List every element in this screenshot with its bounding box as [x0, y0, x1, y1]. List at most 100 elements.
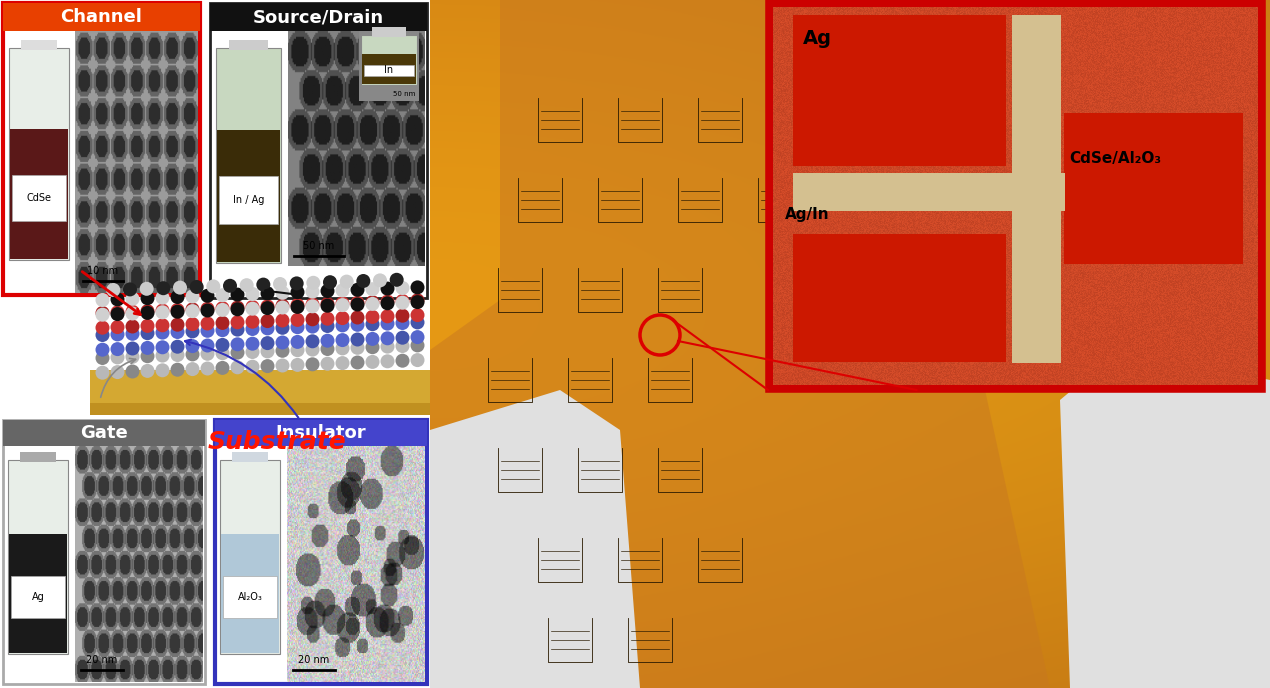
Circle shape [216, 361, 230, 375]
Polygon shape [1060, 350, 1270, 688]
Circle shape [276, 301, 290, 314]
Circle shape [170, 340, 184, 354]
Bar [217, 130, 279, 262]
Circle shape [170, 325, 184, 339]
Circle shape [216, 301, 230, 315]
Circle shape [230, 345, 245, 360]
Circle shape [206, 279, 220, 293]
Circle shape [107, 283, 121, 297]
Circle shape [335, 356, 349, 370]
Circle shape [410, 308, 424, 322]
Bar [9, 534, 67, 653]
Circle shape [95, 328, 109, 342]
Circle shape [306, 298, 320, 312]
Circle shape [395, 309, 409, 323]
Bar [10, 129, 69, 259]
Circle shape [260, 286, 274, 301]
Circle shape [260, 301, 274, 315]
Bar [229, 40, 268, 50]
Circle shape [291, 300, 305, 314]
Circle shape [335, 298, 349, 312]
Circle shape [126, 292, 140, 305]
Circle shape [189, 280, 203, 294]
Text: In: In [385, 65, 394, 76]
Circle shape [201, 316, 215, 330]
Bar [22, 40, 57, 50]
Bar [792, 234, 1006, 363]
Circle shape [257, 277, 271, 292]
Circle shape [381, 354, 395, 368]
Bar [361, 35, 417, 85]
Circle shape [306, 343, 320, 356]
Circle shape [276, 299, 290, 313]
Bar [218, 176, 278, 224]
Circle shape [260, 336, 274, 350]
Circle shape [276, 344, 290, 358]
Circle shape [366, 310, 380, 324]
Circle shape [291, 320, 305, 334]
Circle shape [185, 325, 199, 338]
Circle shape [216, 346, 230, 361]
Circle shape [230, 301, 245, 314]
Circle shape [230, 302, 245, 316]
Text: Substrate: Substrate [207, 430, 347, 454]
Circle shape [201, 347, 215, 361]
Circle shape [320, 284, 334, 298]
Circle shape [155, 290, 169, 305]
Circle shape [260, 345, 274, 358]
Circle shape [395, 294, 409, 308]
Text: Ag: Ag [803, 29, 832, 48]
Circle shape [155, 319, 169, 332]
Bar [0, 295, 431, 420]
Circle shape [351, 318, 364, 332]
Circle shape [126, 305, 140, 319]
Circle shape [366, 355, 380, 369]
Circle shape [276, 314, 290, 327]
Circle shape [216, 338, 230, 352]
Circle shape [95, 321, 109, 334]
Circle shape [173, 281, 187, 294]
Bar [220, 460, 279, 654]
Circle shape [306, 299, 320, 313]
Text: 50 nm: 50 nm [304, 241, 334, 251]
Circle shape [224, 279, 237, 293]
Circle shape [366, 340, 380, 354]
Circle shape [185, 347, 199, 361]
Text: 50 nm: 50 nm [392, 91, 415, 97]
Circle shape [410, 338, 424, 352]
Circle shape [381, 294, 395, 309]
Text: Al₂O₃: Al₂O₃ [237, 592, 263, 602]
Circle shape [110, 365, 124, 379]
Bar [364, 65, 414, 76]
Bar [221, 534, 279, 653]
Circle shape [366, 297, 380, 311]
Polygon shape [431, 0, 1050, 688]
Circle shape [185, 362, 199, 376]
Circle shape [155, 303, 169, 318]
Circle shape [306, 334, 320, 348]
Circle shape [381, 332, 395, 345]
Circle shape [351, 332, 364, 347]
Circle shape [320, 334, 334, 347]
Circle shape [155, 341, 169, 354]
Circle shape [320, 342, 334, 356]
Circle shape [141, 350, 155, 363]
Circle shape [110, 305, 124, 319]
Circle shape [395, 296, 409, 310]
Circle shape [366, 317, 380, 331]
Circle shape [245, 300, 259, 314]
Circle shape [291, 313, 305, 327]
Circle shape [141, 306, 155, 320]
Circle shape [245, 287, 259, 301]
Circle shape [216, 316, 230, 330]
Circle shape [351, 341, 364, 355]
Circle shape [170, 363, 184, 377]
Circle shape [230, 361, 245, 374]
Bar [11, 175, 66, 222]
Circle shape [357, 274, 371, 288]
Circle shape [395, 354, 409, 367]
Circle shape [335, 333, 349, 347]
Circle shape [306, 357, 320, 372]
Text: Gate: Gate [80, 424, 128, 442]
Circle shape [395, 339, 409, 353]
